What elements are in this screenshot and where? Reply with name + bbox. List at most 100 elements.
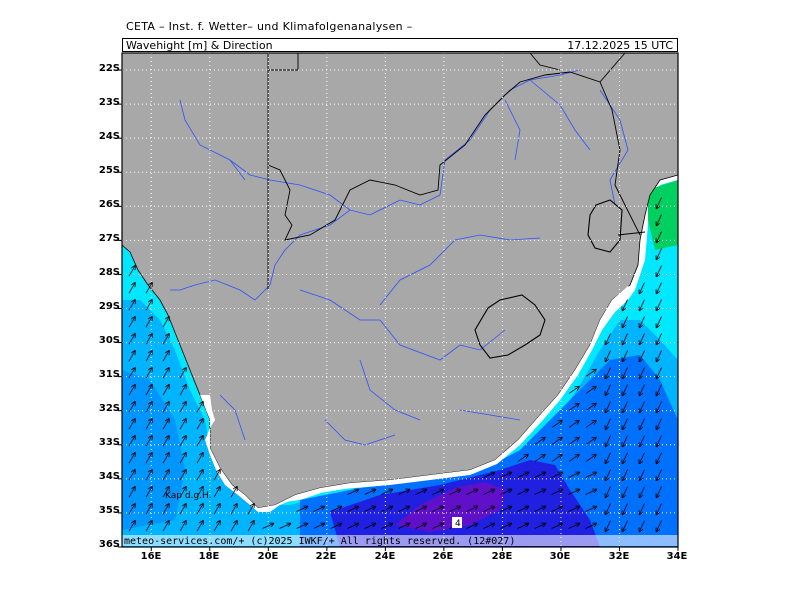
wave-direction-arrow bbox=[639, 401, 645, 413]
wave-direction-arrow bbox=[162, 334, 169, 345]
wave-direction-arrow bbox=[196, 521, 203, 532]
lon-label: 22E bbox=[315, 551, 337, 562]
wave-direction-arrow bbox=[279, 523, 291, 529]
wave-direction-arrow bbox=[145, 317, 152, 328]
wave-direction-arrow bbox=[622, 435, 628, 447]
wave-direction-arrow bbox=[162, 351, 169, 362]
wave-direction-arrow bbox=[128, 419, 135, 430]
wave-direction-arrow bbox=[568, 489, 580, 495]
wave-direction-arrow bbox=[330, 506, 342, 512]
wave-direction-arrow bbox=[145, 351, 152, 362]
wave-direction-arrow bbox=[347, 489, 359, 495]
wave-direction-arrow bbox=[483, 489, 495, 495]
wave-direction-arrow bbox=[128, 266, 135, 277]
wave-direction-arrow bbox=[145, 504, 152, 515]
lat-label: 30S bbox=[98, 335, 120, 346]
wave-direction-arrow bbox=[639, 350, 645, 362]
wave-direction-arrow bbox=[162, 453, 169, 464]
wave-direction-arrow bbox=[534, 472, 546, 478]
wave-direction-arrow bbox=[517, 506, 529, 512]
wave-direction-arrow bbox=[128, 521, 135, 532]
wave-direction-arrow bbox=[196, 453, 203, 464]
wave-direction-arrow bbox=[145, 300, 152, 311]
wave-direction-arrow bbox=[585, 370, 596, 377]
wave-direction-arrow bbox=[605, 452, 611, 464]
copyright-text: meteo-services.com/+ (c)2025 IWKF/+ All … bbox=[124, 536, 515, 547]
wave-direction-arrow bbox=[162, 504, 169, 515]
wave-direction-arrow bbox=[622, 520, 628, 532]
wave-direction-arrow bbox=[162, 385, 169, 396]
wave-direction-arrow bbox=[483, 472, 495, 478]
wave-direction-arrow bbox=[128, 402, 135, 413]
wave-direction-arrow bbox=[483, 523, 495, 529]
wave-direction-arrow bbox=[656, 452, 662, 464]
wave-direction-arrow bbox=[500, 489, 512, 495]
wave-direction-arrow bbox=[364, 523, 376, 529]
wave-direction-arrow bbox=[162, 368, 169, 379]
wave-direction-arrow bbox=[296, 506, 308, 512]
wave-direction-arrow bbox=[585, 455, 596, 462]
wave-direction-arrow bbox=[128, 334, 135, 345]
wave-direction-arrow bbox=[162, 317, 169, 328]
wave-direction-arrow bbox=[656, 367, 662, 379]
wave-direction-arrow bbox=[639, 520, 645, 532]
wave-direction-arrow bbox=[551, 506, 563, 512]
wave-direction-arrow bbox=[415, 523, 427, 529]
wave-direction-arrow bbox=[247, 521, 254, 532]
wave-direction-arrow bbox=[605, 401, 611, 413]
wave-direction-arrow bbox=[398, 523, 410, 529]
wave-direction-arrow bbox=[639, 333, 645, 345]
wave-direction-arrow bbox=[247, 504, 254, 515]
wave-direction-arrow bbox=[656, 231, 662, 243]
lon-label: 16E bbox=[140, 551, 162, 562]
wave-direction-arrow bbox=[296, 523, 308, 529]
wave-direction-arrow bbox=[162, 402, 169, 413]
wave-direction-arrow bbox=[128, 368, 135, 379]
wave-direction-arrow bbox=[162, 419, 169, 430]
wave-direction-arrow bbox=[128, 453, 135, 464]
wave-direction-arrow bbox=[656, 401, 662, 413]
country-borders bbox=[267, 53, 646, 359]
wave-direction-arrow bbox=[585, 489, 597, 495]
wave-direction-arrow bbox=[656, 418, 662, 430]
wave-direction-arrow bbox=[347, 506, 359, 512]
wave-direction-arrow bbox=[398, 506, 410, 512]
wave-direction-arrow bbox=[605, 435, 611, 447]
wave-direction-arrow bbox=[145, 419, 152, 430]
wave-direction-arrow bbox=[622, 333, 628, 345]
wave-direction-arrow bbox=[483, 506, 495, 512]
wave-direction-arrow bbox=[364, 506, 376, 512]
wave-direction-arrow bbox=[381, 506, 393, 512]
wave-direction-arrow bbox=[313, 506, 325, 512]
wave-direction-arrow bbox=[656, 248, 662, 260]
wave-direction-arrow bbox=[622, 316, 628, 328]
wave-direction-arrow bbox=[162, 521, 169, 532]
wave-direction-arrow bbox=[162, 436, 169, 447]
contour-label-bg bbox=[452, 517, 462, 528]
wave-direction-arrow bbox=[534, 506, 546, 512]
lon-label: 26E bbox=[432, 551, 454, 562]
wave-direction-arrow bbox=[585, 438, 596, 445]
wave-direction-arrow bbox=[230, 487, 237, 498]
lon-label: 18E bbox=[198, 551, 220, 562]
lat-label: 29S bbox=[98, 301, 120, 312]
wave-direction-arrow bbox=[128, 470, 135, 481]
wave-direction-arrow bbox=[656, 333, 662, 345]
wave-direction-arrow bbox=[639, 486, 645, 498]
wave-direction-arrow bbox=[517, 523, 529, 529]
lon-label: 28E bbox=[491, 551, 513, 562]
wave-direction-arrow bbox=[517, 455, 528, 462]
lat-label: 36S bbox=[98, 539, 120, 550]
wave-direction-arrow bbox=[568, 523, 580, 529]
wave-direction-arrow bbox=[605, 384, 611, 396]
wave-direction-arrow bbox=[656, 384, 662, 396]
wave-direction-arrow bbox=[605, 486, 611, 498]
wave-direction-arrow bbox=[517, 472, 529, 478]
wave-direction-arrow bbox=[196, 487, 203, 498]
wave-direction-arrow bbox=[213, 521, 220, 532]
wave-direction-arrow bbox=[466, 506, 478, 512]
wave-direction-arrow bbox=[145, 283, 152, 294]
wave-direction-arrows bbox=[128, 197, 662, 532]
wave-direction-arrow bbox=[196, 436, 203, 447]
wave-direction-arrow bbox=[128, 436, 135, 447]
